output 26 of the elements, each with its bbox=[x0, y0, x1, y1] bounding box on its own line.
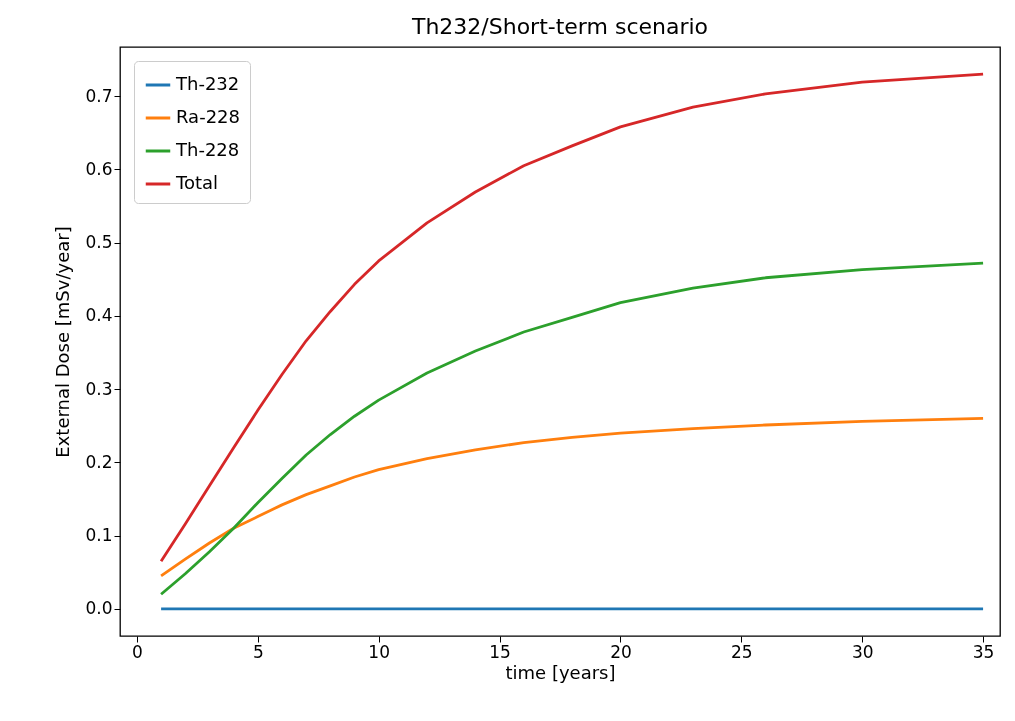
x-tick-label: 30 bbox=[851, 641, 874, 662]
y-tick-label: 0.5 bbox=[85, 232, 113, 253]
x-tick-label: 5 bbox=[252, 641, 264, 662]
x-tick-label: 0 bbox=[132, 641, 143, 662]
legend-label: Th-228 bbox=[175, 139, 240, 160]
chart-title: Th232/Short-term scenario bbox=[410, 14, 709, 39]
x-tick-label: 10 bbox=[368, 641, 390, 662]
y-tick-label: 0.3 bbox=[85, 378, 113, 399]
y-tick-label: 0.7 bbox=[85, 85, 113, 106]
line-series bbox=[159, 417, 985, 578]
legend-label: Ra-228 bbox=[176, 106, 240, 127]
x-tick-label: 35 bbox=[972, 641, 995, 662]
y-tick-label: 0.0 bbox=[85, 598, 113, 619]
line-series bbox=[159, 261, 985, 596]
y-tick-label: 0.2 bbox=[85, 451, 113, 472]
legend-label: Th-232 bbox=[175, 73, 240, 94]
x-axis-title: time [years] bbox=[505, 661, 616, 683]
x-tick-label: 20 bbox=[610, 641, 632, 662]
x-tick-label: 15 bbox=[489, 641, 511, 662]
y-tick-label: 0.1 bbox=[85, 525, 113, 546]
line-series bbox=[159, 72, 985, 563]
y-tick-label: 0.6 bbox=[85, 158, 113, 179]
y-axis-title: External Dose [mSv/year] bbox=[52, 226, 74, 458]
y-tick-label: 0.4 bbox=[85, 305, 113, 326]
legend-label: Total bbox=[175, 172, 219, 193]
x-tick-label: 25 bbox=[731, 641, 753, 662]
